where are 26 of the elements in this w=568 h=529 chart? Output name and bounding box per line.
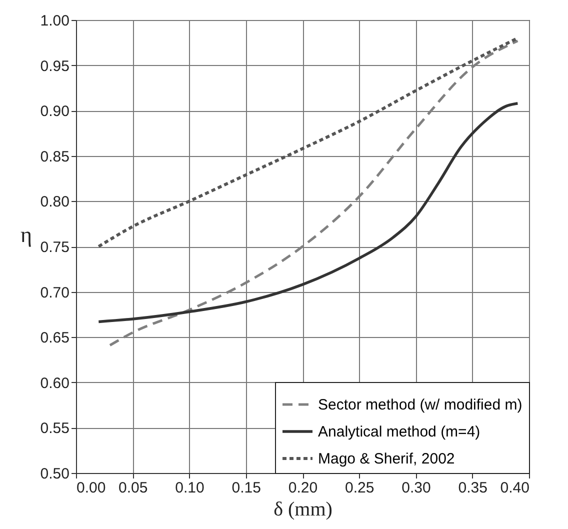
y-tick-label: 0.85 bbox=[40, 148, 70, 166]
x-tick-label: 0.40 bbox=[500, 480, 530, 496]
y-tick-label: 0.50 bbox=[40, 466, 70, 482]
y-tick-label: 0.70 bbox=[40, 284, 70, 302]
x-tick-label: 0.10 bbox=[175, 480, 204, 496]
y-tick-label: 0.90 bbox=[40, 103, 70, 120]
x-tick-label: 0.05 bbox=[118, 480, 148, 496]
y-tick-label: 0.60 bbox=[40, 374, 70, 392]
legend-label: Mago & Sherif, 2002 bbox=[318, 450, 455, 468]
legend-label: Sector method (w/ modified m) bbox=[318, 396, 522, 414]
y-tick-label: 0.95 bbox=[40, 58, 70, 75]
y-axis-title: η bbox=[20, 222, 32, 247]
x-tick-label: 0.30 bbox=[402, 480, 431, 496]
line-series bbox=[97, 102, 520, 324]
x-tick-label: 0.20 bbox=[288, 480, 318, 496]
y-tick-label: 0.75 bbox=[40, 239, 70, 256]
x-axis-title: δ (mm) bbox=[274, 498, 332, 520]
y-tick-label: 1.00 bbox=[40, 12, 70, 30]
y-tick-label: 0.80 bbox=[40, 194, 70, 211]
x-tick-label: 0.35 bbox=[458, 480, 488, 496]
x-tick-label: 0.15 bbox=[232, 480, 261, 496]
x-tick-label: 0.00 bbox=[76, 480, 106, 496]
y-tick-label: 0.55 bbox=[40, 420, 70, 438]
legend-label: Analytical method (m=4) bbox=[318, 424, 480, 440]
x-tick-label: 0.25 bbox=[345, 480, 374, 496]
y-tick-label: 0.65 bbox=[40, 330, 70, 347]
